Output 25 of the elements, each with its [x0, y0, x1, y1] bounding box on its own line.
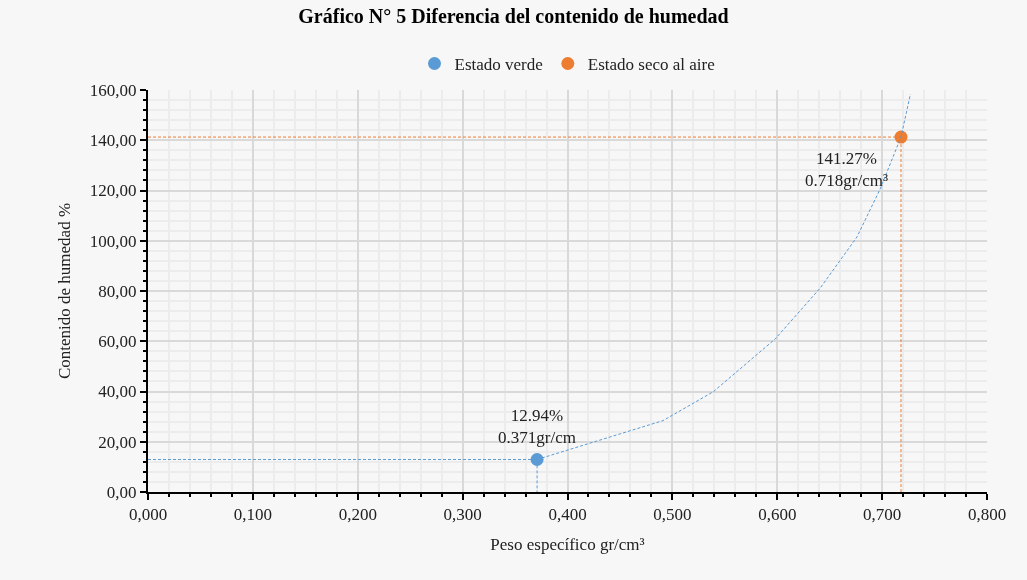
legend-label: Estado verde	[454, 55, 543, 75]
y-tick-label: 120,00	[89, 181, 137, 201]
y-axis-title: Contenido de humedad %	[54, 202, 74, 380]
y-tick-label: 140,00	[89, 131, 137, 151]
chart-title: Gráfico N° 5 Diferencia del contenido de humedad	[298, 4, 729, 27]
legend-label: Estado seco al aire	[587, 55, 715, 75]
y-tick-label: 0,00	[106, 482, 137, 502]
x-tick-label: 0,500	[653, 505, 692, 525]
x-tick-label: 0,600	[758, 505, 797, 525]
x-tick-label: 0,300	[443, 505, 482, 525]
x-tick-label: 0,200	[338, 505, 377, 525]
y-tick-label: 60,00	[98, 332, 137, 352]
annotation: 141.27% 0.718gr/cm³	[805, 149, 888, 191]
x-tick-label: 0,100	[233, 505, 273, 525]
y-tick-label: 40,00	[98, 382, 137, 402]
y-tick-label: 100,00	[89, 231, 137, 251]
x-tick-label: 0,800	[967, 505, 1007, 525]
x-axis-title: Peso específico gr/cm³	[490, 535, 645, 555]
annotation: 12.94% 0.371gr/cm	[498, 406, 576, 448]
y-tick-label: 20,00	[98, 432, 137, 452]
x-tick-label: 0,400	[548, 505, 587, 525]
y-tick-label: 80,00	[98, 281, 137, 301]
x-tick-label: 0,700	[863, 505, 902, 525]
y-tick-label: 160,00	[89, 80, 137, 100]
x-tick-label: 0,000	[128, 505, 168, 525]
